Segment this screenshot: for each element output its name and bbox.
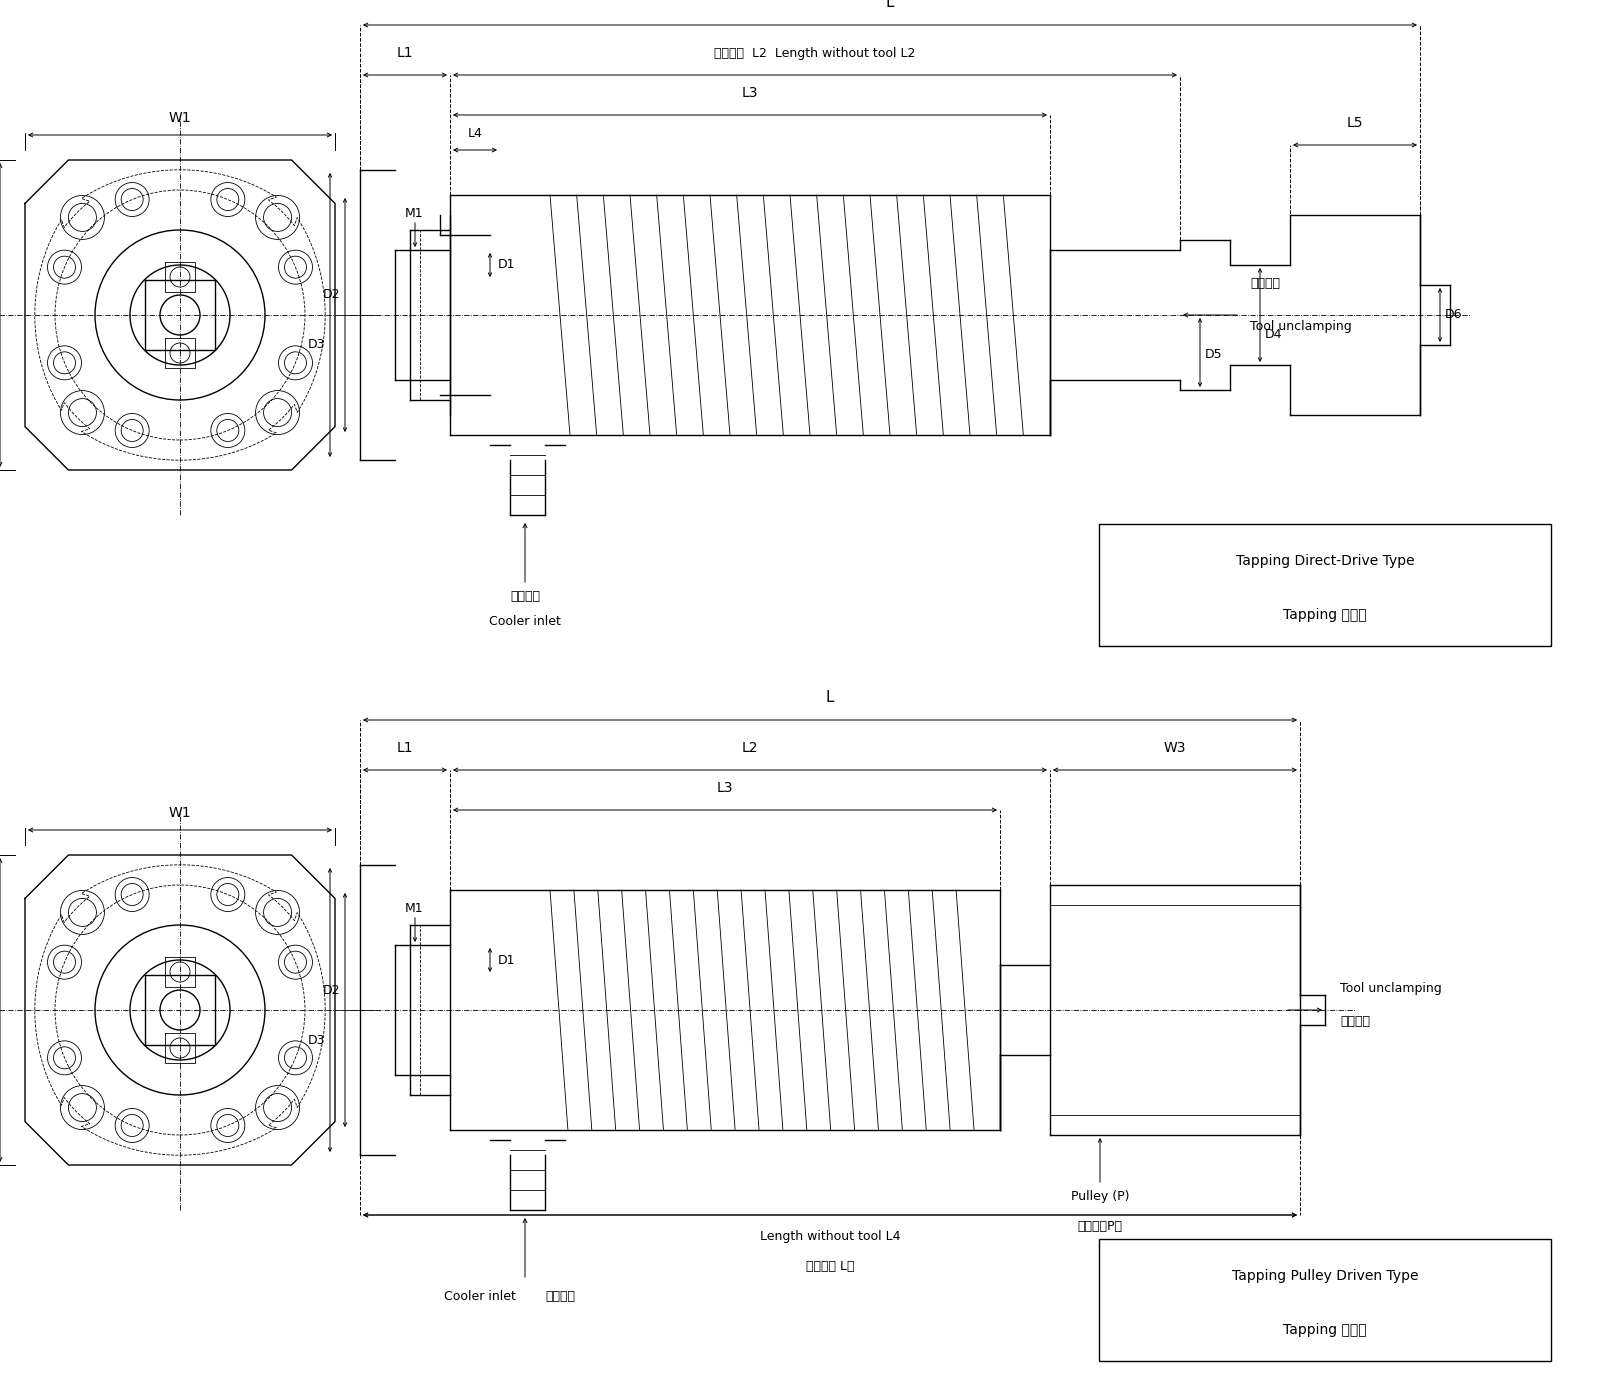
Text: Tapping 皮帯式: Tapping 皮帯式 [1283,1323,1367,1337]
Text: D1: D1 [498,954,516,966]
Text: D5: D5 [1205,349,1223,361]
Text: D3: D3 [308,1034,324,1047]
Text: W1: W1 [169,806,191,820]
Text: L: L [886,0,894,10]
Text: Tapping 直結式: Tapping 直結式 [1283,607,1367,621]
Text: Pulley (P): Pulley (P) [1071,1190,1129,1202]
Text: L2: L2 [741,741,757,755]
Text: D1: D1 [498,259,516,271]
Text: Cooler inlet: Cooler inlet [444,1290,516,1302]
Text: Cooler inlet: Cooler inlet [490,614,561,628]
Text: 冷却油入: 冷却油入 [545,1290,576,1302]
Text: 打刀位置: 打刀位置 [1251,277,1280,291]
Text: 無刀具時 L４: 無刀具時 L４ [806,1259,855,1273]
Text: L: L [826,689,834,705]
Text: D6: D6 [1445,309,1463,321]
Text: W3: W3 [1163,741,1186,755]
Text: L3: L3 [717,781,733,795]
Text: L1: L1 [397,741,414,755]
Text: D2: D2 [323,289,341,302]
Text: D3: D3 [308,339,324,352]
Text: W1: W1 [169,111,191,125]
Text: Tapping Direct-Drive Type: Tapping Direct-Drive Type [1236,555,1414,569]
Text: L5: L5 [1346,115,1362,131]
Text: Tool unclamping: Tool unclamping [1251,320,1351,334]
Text: D4: D4 [1265,328,1283,342]
Text: Length without tool L4: Length without tool L4 [759,1230,900,1243]
Text: 皮帯輪（P）: 皮帯輪（P） [1077,1220,1122,1233]
Text: 無刀具時  L2  Length without tool L2: 無刀具時 L2 Length without tool L2 [714,47,916,60]
Text: 打刀位置: 打刀位置 [1340,1015,1371,1029]
Text: L4: L4 [467,126,482,140]
Text: M1: M1 [406,207,423,220]
Text: Tool unclamping: Tool unclamping [1340,981,1442,995]
Text: L1: L1 [397,46,414,60]
Text: 冷却油入: 冷却油入 [509,589,540,603]
Text: L3: L3 [741,86,757,100]
Text: M1: M1 [406,902,423,915]
Text: Tapping Pulley Driven Type: Tapping Pulley Driven Type [1231,1269,1418,1283]
Text: D2: D2 [323,984,341,997]
